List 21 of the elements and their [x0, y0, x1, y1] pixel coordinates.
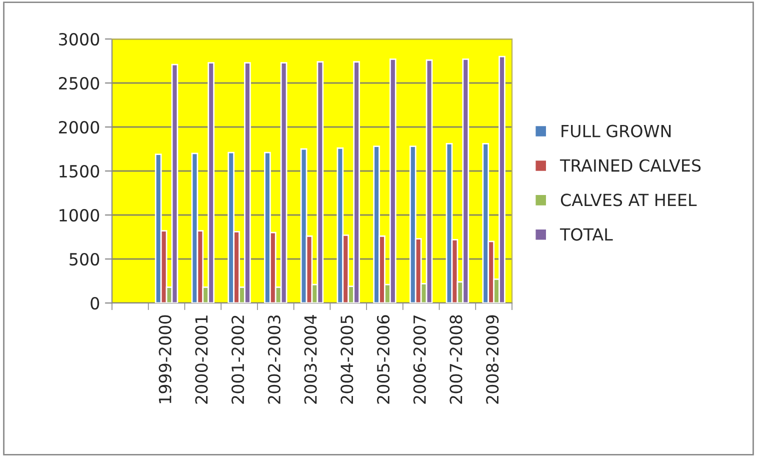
legend-label: TRAINED CALVES — [560, 159, 701, 172]
x-tick-label: 2000-2001 — [195, 316, 208, 404]
y-tick-label: 1500 — [60, 164, 100, 178]
x-tick-label: 2002-2003 — [268, 315, 280, 404]
y-tick-label: 2000 — [59, 120, 100, 134]
y-tick-label: 1000 — [60, 208, 100, 222]
x-tick-label: 2005-2006 — [376, 315, 390, 404]
x-tick-label: 2001-2002 — [232, 316, 244, 404]
y-tick-label: 3000 — [59, 32, 100, 46]
y-tick-label: 2500 — [59, 76, 100, 90]
legend-label: CALVES AT HEEL — [560, 194, 697, 206]
y-tick-label: 0 — [90, 296, 100, 310]
legend-label: FULL GROWN — [562, 124, 671, 138]
x-tick-label: 1999-2000 — [158, 315, 172, 404]
x-tick-label: 2006-2007 — [413, 316, 426, 404]
x-tick-label: 2008-2009 — [486, 315, 499, 404]
y-tick-label: 500 — [70, 252, 100, 266]
legend-label: TOTAL — [560, 228, 613, 241]
x-tick-label: 2003-2004 — [304, 315, 317, 404]
x-tick-label: 2004-2005 — [340, 316, 354, 404]
x-tick-label: 2007-2008 — [450, 315, 462, 404]
